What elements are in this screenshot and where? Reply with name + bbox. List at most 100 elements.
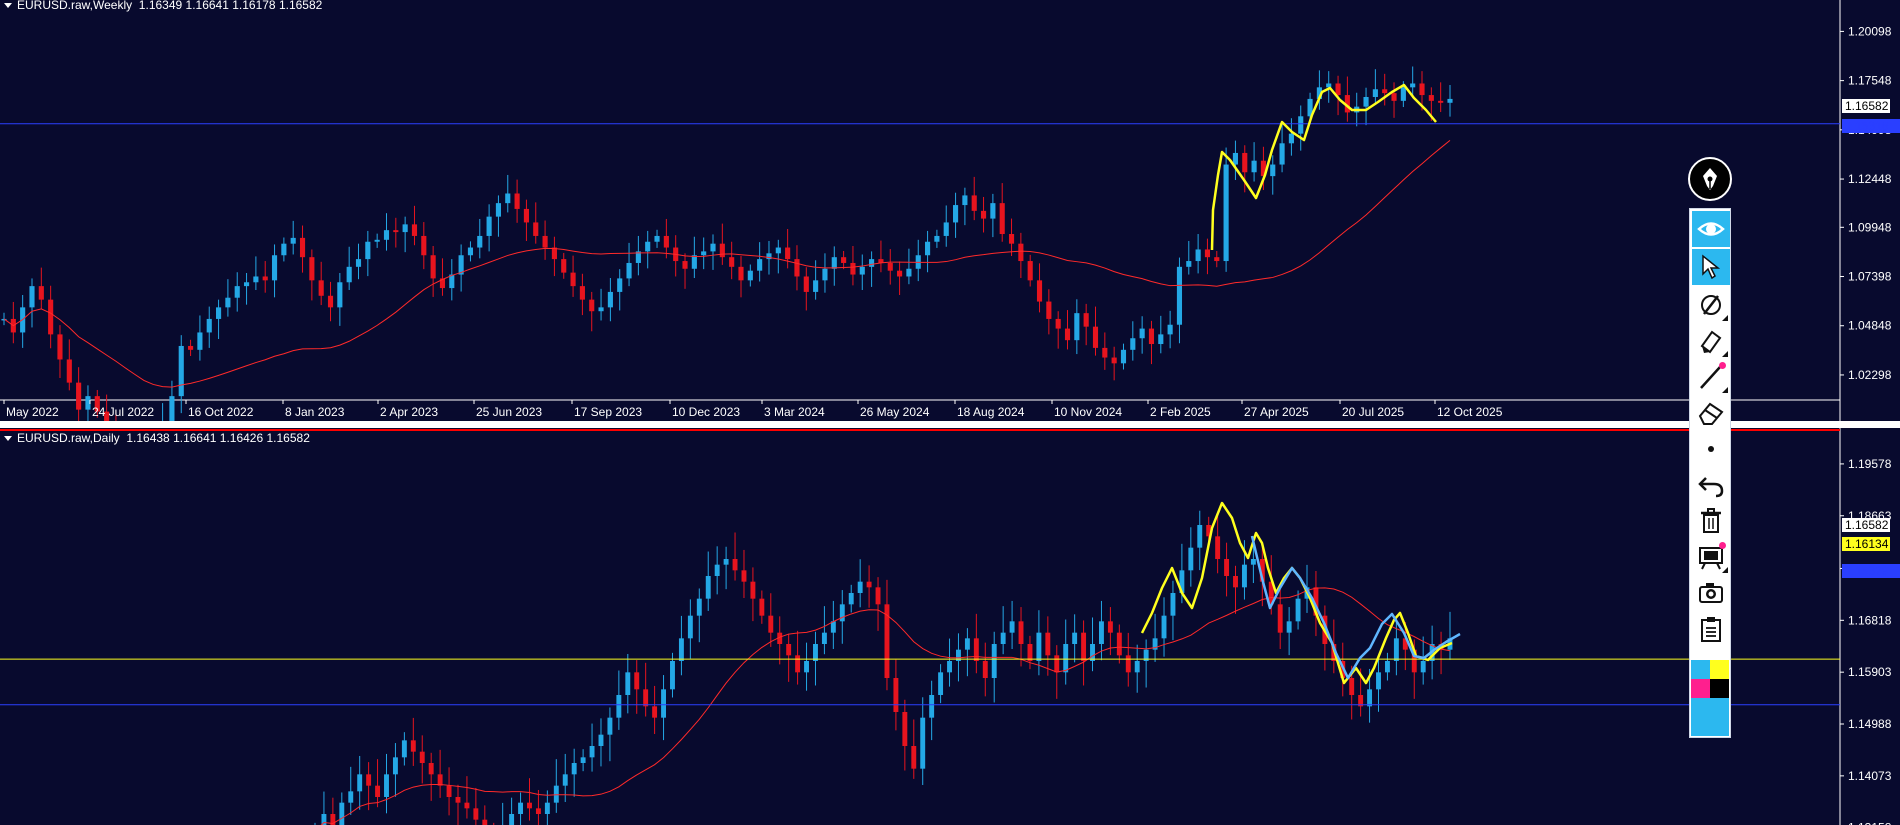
- collapse-triangle-icon[interactable]: [4, 3, 12, 9]
- clipboard-icon[interactable]: [1692, 611, 1730, 647]
- candle-body: [1344, 95, 1350, 113]
- candle-body: [1438, 100, 1444, 103]
- moving-average-line: [3, 140, 1451, 388]
- cursor-arrow-icon[interactable]: [1692, 249, 1730, 285]
- candle-body: [393, 230, 399, 233]
- swatch-cyan[interactable]: [1691, 660, 1710, 679]
- candle-body: [1277, 604, 1283, 633]
- candle-body: [1036, 280, 1043, 302]
- x-tick-label: 27 Apr 2025: [1244, 405, 1309, 419]
- candle-body: [1376, 672, 1381, 690]
- swatch-yellow[interactable]: [1710, 660, 1729, 679]
- candle-body: [1223, 164, 1229, 262]
- trash-icon[interactable]: [1692, 503, 1730, 539]
- candle-body: [1288, 133, 1294, 144]
- candle-body: [682, 261, 688, 269]
- pen-logo-icon[interactable]: [1688, 157, 1732, 201]
- candle-body: [57, 334, 63, 360]
- candle-body: [318, 280, 324, 296]
- candle-body: [652, 706, 658, 718]
- candle-body: [1161, 615, 1167, 639]
- swatch-magenta[interactable]: [1691, 679, 1710, 698]
- candle-body: [570, 272, 576, 287]
- candle-body: [571, 763, 577, 775]
- candle-body: [1055, 318, 1061, 329]
- weekly-chart-pane[interactable]: 1.200981.175481.149981.124481.099481.073…: [0, 0, 1900, 421]
- color-swatch-icon: [1691, 660, 1729, 698]
- candle-body: [1367, 689, 1373, 707]
- selected-color-swatch[interactable]: [1691, 698, 1729, 736]
- weekly-chart-title: EURUSD.raw,Weekly 1.16349 1.16641 1.1617…: [4, 0, 322, 12]
- line-icon[interactable]: [1692, 359, 1730, 395]
- daily-chart-canvas[interactable]: 1.195781.186631.177331.168181.159031.149…: [0, 428, 1900, 825]
- candle-body: [327, 295, 334, 308]
- x-tick-label: 18 Aug 2024: [957, 405, 1025, 419]
- candle-body: [643, 689, 649, 707]
- undo-icon[interactable]: [1692, 467, 1730, 503]
- candle-body: [616, 695, 622, 718]
- candle-body: [455, 797, 461, 803]
- y-tick-label: 1.02298: [1848, 368, 1892, 382]
- candle-body: [330, 814, 336, 825]
- camera-icon[interactable]: [1692, 575, 1730, 611]
- yellow-tag-bg: [1842, 537, 1890, 551]
- candle-body: [804, 661, 809, 673]
- candle-body: [1270, 164, 1276, 177]
- swatch-black[interactable]: [1710, 679, 1729, 698]
- candle-body: [188, 345, 194, 350]
- candle-body: [551, 247, 557, 260]
- candle-body: [197, 332, 203, 350]
- magic-pen-icon[interactable]: [1692, 287, 1730, 323]
- highlighter-icon[interactable]: [1692, 323, 1730, 359]
- candle-body: [1349, 678, 1355, 695]
- candle-body: [1179, 570, 1185, 593]
- candle-body: [741, 570, 747, 582]
- candle-body: [1176, 266, 1183, 325]
- candle-body: [1148, 328, 1155, 345]
- candle-body: [938, 672, 944, 695]
- eraser-icon[interactable]: [1692, 395, 1730, 431]
- candle-body: [1363, 96, 1369, 107]
- candle-body: [281, 243, 287, 256]
- candle-body: [446, 785, 452, 797]
- x-tick-label: 20 Jul 2025: [1342, 405, 1404, 419]
- candle-body: [1447, 98, 1453, 103]
- dot-icon[interactable]: [1692, 431, 1730, 467]
- eye-icon[interactable]: [1692, 211, 1730, 247]
- candle-body: [104, 411, 110, 421]
- x-tick-label: 24 Jul 2022: [92, 405, 154, 419]
- candle-body: [589, 299, 595, 312]
- candle-body: [1027, 644, 1033, 661]
- candle-body: [1195, 249, 1201, 262]
- candle-body: [467, 247, 474, 256]
- candle-body: [973, 638, 979, 661]
- daily-chart-pane[interactable]: 1.195781.186631.177331.168181.159031.149…: [0, 428, 1900, 825]
- candle-body: [1313, 587, 1319, 616]
- candle-body: [523, 208, 529, 223]
- weekly-title-text: EURUSD.raw,Weekly 1.16349 1.16641 1.1617…: [17, 0, 323, 12]
- candle-body: [1107, 621, 1113, 633]
- candle-body: [535, 808, 541, 814]
- presentation-icon[interactable]: [1692, 539, 1730, 575]
- candle-body: [866, 581, 872, 588]
- candle-body: [66, 359, 72, 383]
- candle-body: [859, 266, 865, 275]
- y-tick-label: 1.07398: [1848, 270, 1892, 284]
- candle-body: [1241, 564, 1247, 588]
- candle-body: [1242, 152, 1248, 173]
- candle-body: [339, 802, 345, 825]
- candle-body: [401, 740, 407, 758]
- candle-body: [1204, 249, 1211, 258]
- candle-body: [1316, 87, 1322, 99]
- candle-body: [346, 266, 352, 283]
- weekly-chart-canvas[interactable]: 1.200981.175481.149981.124481.099481.073…: [0, 0, 1900, 421]
- candle-body: [1358, 695, 1364, 707]
- candle-body: [1092, 326, 1099, 348]
- candle-body: [670, 661, 675, 690]
- pane-divider[interactable]: [0, 421, 1900, 428]
- candle-body: [1233, 576, 1238, 588]
- candle-body: [839, 604, 845, 622]
- candle-body: [1116, 632, 1122, 656]
- collapse-triangle-icon[interactable]: [4, 436, 12, 442]
- candle-body: [934, 235, 940, 242]
